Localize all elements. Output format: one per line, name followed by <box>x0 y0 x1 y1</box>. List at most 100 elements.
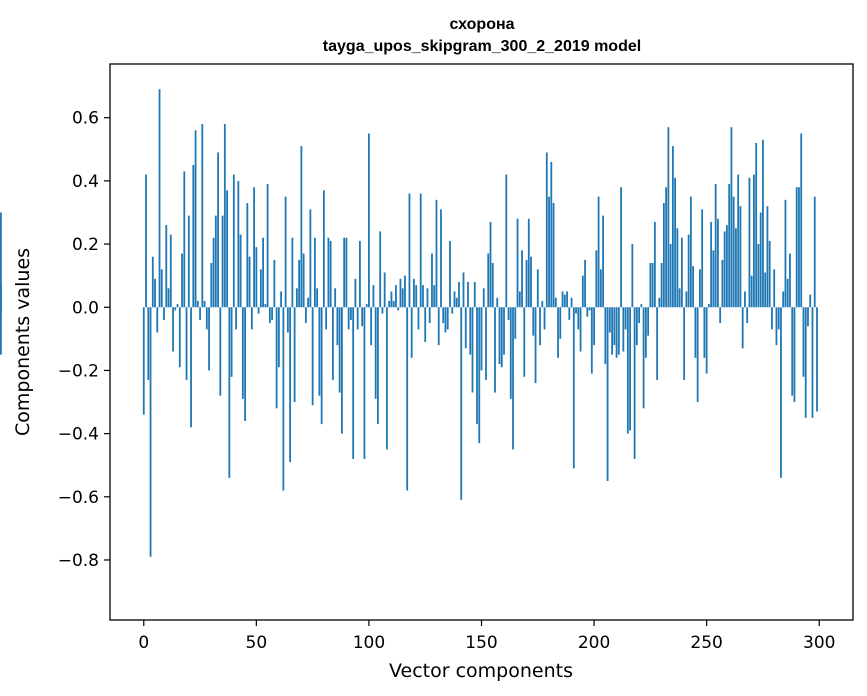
chart-title-line-2: tayga_upos_skipgram_300_2_2019 model <box>323 38 641 55</box>
bar-50 <box>255 247 258 308</box>
bar-240 <box>683 307 686 380</box>
bar-149 <box>478 307 481 444</box>
bar-103 <box>374 307 377 399</box>
bar-159 <box>500 307 503 368</box>
bar-127 <box>428 307 431 324</box>
bar-224 <box>647 307 650 336</box>
bar-144 <box>467 281 469 308</box>
bar-94 <box>354 278 357 308</box>
plot-frame <box>109 63 854 621</box>
x-tick-label: 150 <box>465 633 497 653</box>
bar-281 <box>775 307 778 346</box>
bar-243 <box>689 196 692 308</box>
bar-263 <box>735 228 737 308</box>
bar-116 <box>404 275 406 308</box>
bar-96 <box>359 240 361 308</box>
bar-124 <box>422 285 424 308</box>
bar-270 <box>750 275 753 308</box>
bar-278 <box>768 240 771 308</box>
bar-7 <box>158 89 161 308</box>
bar-109 <box>388 300 391 308</box>
bar-undefined <box>0 307 2 314</box>
x-tick-label: 0 <box>138 633 149 653</box>
bar-134 <box>444 307 447 333</box>
bar-undefined <box>0 285 2 308</box>
bar-165 <box>514 307 517 339</box>
bar-110 <box>390 291 393 308</box>
bar-157 <box>496 297 499 308</box>
bar-57 <box>271 307 274 320</box>
bar-195 <box>581 275 584 308</box>
bar-183 <box>554 297 557 308</box>
bar-71 <box>302 253 305 308</box>
y-tick-label: −0.2 <box>58 361 99 381</box>
bar-208 <box>611 307 613 355</box>
bar-140 <box>458 281 460 308</box>
bar-62 <box>282 307 285 491</box>
bar-30 <box>210 263 213 308</box>
bar-145 <box>469 307 472 355</box>
bar-194 <box>579 307 582 352</box>
bar-170 <box>525 259 528 308</box>
bar-169 <box>523 307 526 377</box>
bar-77 <box>316 288 319 308</box>
bar-222 <box>642 307 645 409</box>
bar-73 <box>307 297 310 308</box>
bar-125 <box>424 307 427 342</box>
bar-97 <box>361 307 364 327</box>
bar-213 <box>622 307 625 352</box>
bar-15 <box>176 304 179 308</box>
bar-25 <box>199 307 201 320</box>
bar-63 <box>284 196 287 308</box>
bar-184 <box>557 307 559 358</box>
bar-290 <box>795 187 798 308</box>
y-tick-label: −0.4 <box>58 425 99 445</box>
bar-267 <box>744 291 746 308</box>
bar-219 <box>635 307 638 346</box>
bar-277 <box>766 206 769 308</box>
bar-27 <box>203 300 206 308</box>
bar-91 <box>347 307 350 330</box>
bar-76 <box>313 237 316 308</box>
bar-236 <box>674 177 677 308</box>
bar-289 <box>793 307 796 403</box>
y-tick-label: −0.8 <box>58 551 99 571</box>
bar-51 <box>257 307 260 314</box>
bar-196 <box>584 259 586 308</box>
bar-287 <box>789 253 791 308</box>
bar-268 <box>746 307 749 324</box>
bar-198 <box>588 307 591 311</box>
x-axis: 0 50 100 150 200 250 300 <box>138 620 835 653</box>
bar-154 <box>489 221 492 308</box>
y-tick-label: 0.0 <box>72 298 99 318</box>
bar-37 <box>226 190 228 308</box>
bar-261 <box>730 127 733 308</box>
bar-241 <box>685 291 688 308</box>
bar-136 <box>449 240 451 308</box>
bar-58 <box>273 259 276 308</box>
bar-29 <box>208 307 210 371</box>
bar-11 <box>167 288 170 308</box>
bar-92 <box>350 307 352 320</box>
y-axis-label: Components values <box>12 248 34 436</box>
bar-64 <box>286 307 289 333</box>
bar-60 <box>277 307 280 368</box>
bar-45 <box>244 307 246 421</box>
bar-143 <box>464 307 467 349</box>
bar-139 <box>455 297 458 308</box>
bar-28 <box>205 307 208 330</box>
bar-68 <box>295 288 298 308</box>
bar-41 <box>235 307 237 330</box>
bar-31 <box>212 237 215 308</box>
bar-202 <box>597 196 600 308</box>
bar-80 <box>322 190 325 308</box>
bar-284 <box>782 291 785 308</box>
bar-18 <box>183 171 186 308</box>
bar-250 <box>705 307 708 374</box>
x-tick-label: 250 <box>690 633 722 653</box>
bar-266 <box>741 307 744 349</box>
bar-201 <box>595 250 598 308</box>
bar-148 <box>476 307 478 425</box>
bar-180 <box>548 196 550 308</box>
bar-272 <box>755 142 758 308</box>
